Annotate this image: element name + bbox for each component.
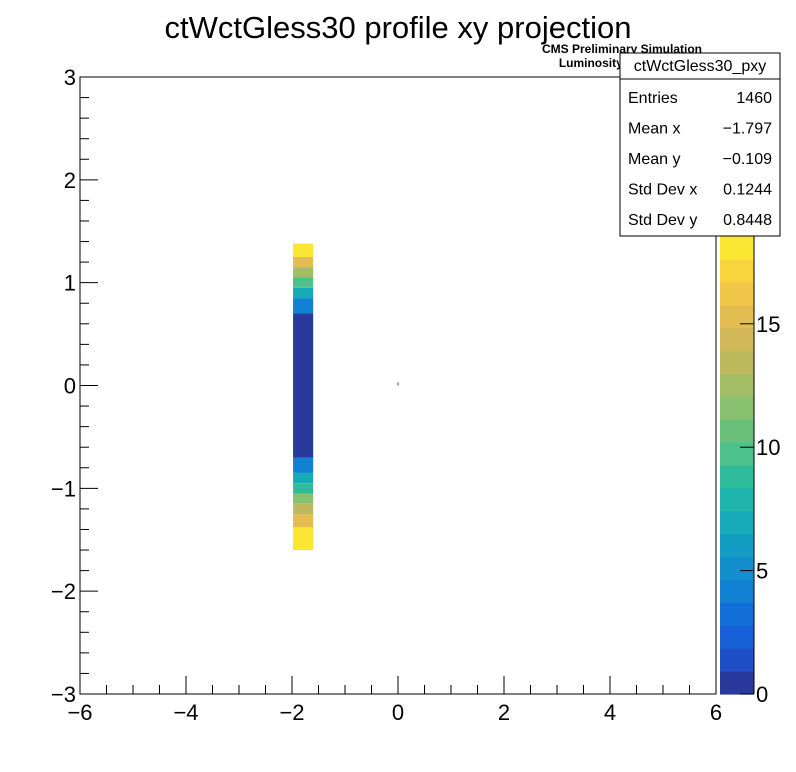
y-tick-label: −2 xyxy=(51,579,76,604)
color-scale-band xyxy=(720,465,754,489)
color-scale-label: 0 xyxy=(756,682,768,707)
x-axis: −6 −4 −2 0 2 4 6 xyxy=(67,676,722,725)
heatmap-cell-3 xyxy=(293,277,314,288)
color-scale-band xyxy=(720,602,754,626)
color-scale-band xyxy=(720,487,754,512)
heatmap-cell-6 xyxy=(293,243,314,257)
color-scale-band xyxy=(720,648,754,672)
color-scale-band xyxy=(720,373,754,397)
stats-box: ctWctGless30_pxy Entries 1460 Mean x −1.797… xyxy=(619,52,781,237)
heatmap-cell-5 xyxy=(293,256,314,268)
color-scale-band xyxy=(720,510,754,535)
stats-label: Mean x xyxy=(628,121,680,138)
stats-rows: Entries 1460 Mean x −1.797 Mean y −0.109 Std D… xyxy=(628,90,772,229)
x-tick-label: 0 xyxy=(392,700,404,725)
color-scale-band xyxy=(720,625,754,649)
stats-name: ctWctGless30_pxy xyxy=(634,58,766,75)
x-tick-label: 6 xyxy=(710,700,722,725)
x-tick-label: −6 xyxy=(67,700,92,725)
color-scale-band xyxy=(720,556,754,581)
color-scale-band xyxy=(720,671,754,695)
color-scale-band xyxy=(720,236,754,260)
x-tick-label: 4 xyxy=(604,700,616,725)
stats-value: −1.797 xyxy=(723,121,772,138)
stats-box-frame xyxy=(619,52,781,237)
color-scale-band xyxy=(720,442,754,466)
color-scale-band xyxy=(720,304,754,329)
color-scale-band xyxy=(720,396,754,420)
heatmap-cell-10 xyxy=(293,493,314,504)
heatmap-cell-4 xyxy=(293,267,314,278)
x-tick-label: −4 xyxy=(173,700,198,725)
y-tick-label: 0 xyxy=(64,374,76,399)
color-scale-label: 5 xyxy=(756,559,768,584)
color-scale-band xyxy=(720,350,754,374)
color-scale-band xyxy=(720,327,754,352)
heatmap-cell-12 xyxy=(293,514,314,528)
color-scale-label: 10 xyxy=(756,435,780,460)
stats-label: Entries xyxy=(628,90,678,107)
color-scale-band xyxy=(720,579,754,603)
heatmap-cell-13 xyxy=(293,527,314,551)
y-tick-label: 3 xyxy=(64,65,76,90)
color-scale: 051015205 xyxy=(720,65,780,707)
stats-value: 1460 xyxy=(736,90,772,107)
x-tick-label: −2 xyxy=(279,700,304,725)
heatmap-cell-7 xyxy=(293,457,314,473)
heatmap-cell-11 xyxy=(293,503,314,515)
y-tick-label: −1 xyxy=(51,476,76,501)
color-scale-label: 15 xyxy=(756,312,780,337)
y-tick-label: 1 xyxy=(64,271,76,296)
x-tick-label: 2 xyxy=(498,700,510,725)
stats-label: Std Dev x xyxy=(628,182,697,199)
stats-value: 0.8448 xyxy=(723,212,772,229)
heatmap-cell-14 xyxy=(397,382,399,386)
stats-value: −0.109 xyxy=(723,151,772,168)
heatmap-cell-9 xyxy=(293,483,314,494)
heatmap-cell-1 xyxy=(293,298,314,314)
heatmap-cells xyxy=(293,243,399,551)
color-scale-band xyxy=(720,258,754,283)
heatmap-cell-8 xyxy=(293,472,314,484)
stats-label: Std Dev y xyxy=(628,212,697,229)
chart-title: ctWctGless30 profile xy projection xyxy=(165,10,632,45)
color-scale-band xyxy=(720,419,754,443)
color-scale-band xyxy=(720,533,754,558)
color-scale-band xyxy=(720,281,754,306)
y-tick-label: −3 xyxy=(51,682,76,707)
y-tick-label: 2 xyxy=(64,168,76,193)
heatmap-cell-2 xyxy=(293,287,314,299)
stats-label: Mean y xyxy=(628,151,680,168)
y-axis: −3 −2 −1 0 1 2 3 xyxy=(51,65,98,707)
stats-value: 0.1244 xyxy=(723,182,772,199)
heatmap-cell-0 xyxy=(293,313,314,458)
